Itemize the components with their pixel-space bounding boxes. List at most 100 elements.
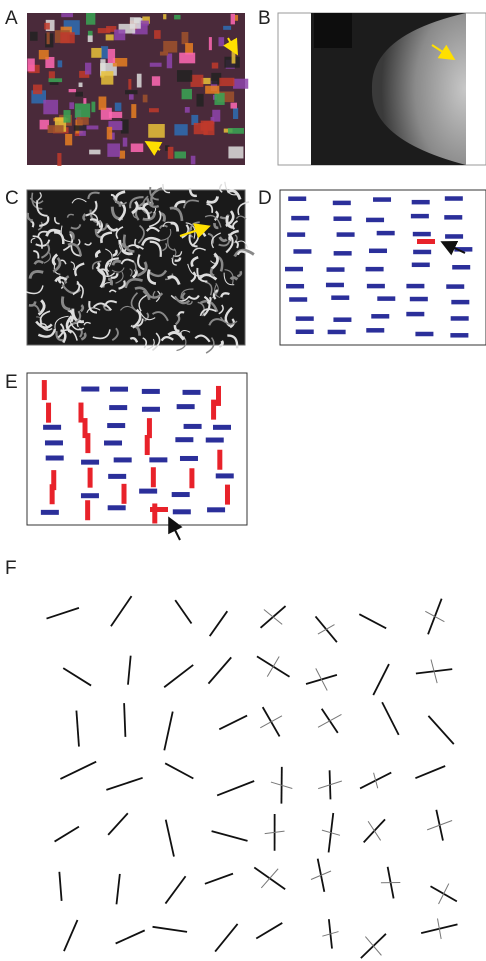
- cross-segment: [438, 883, 450, 905]
- texture-stroke: [108, 289, 117, 293]
- distractor-bar: [444, 215, 463, 220]
- texture-stroke: [148, 210, 162, 228]
- texture-stroke: [214, 283, 221, 299]
- scene-object: [49, 81, 59, 85]
- texture-stroke: [152, 332, 161, 352]
- texture-stroke: [26, 285, 44, 295]
- line-segment: [63, 919, 79, 952]
- texture-stroke: [61, 284, 82, 294]
- scene-object: [65, 133, 73, 146]
- distractor-bar: [336, 232, 355, 237]
- scene-object: [101, 71, 114, 85]
- scene-object: [151, 76, 161, 86]
- target-arrow: [440, 240, 466, 256]
- distractor-bar: [291, 215, 310, 221]
- texture-stroke: [72, 280, 81, 296]
- texture-stroke: [132, 308, 142, 329]
- distractor-bar: [406, 311, 425, 317]
- texture-stroke: [203, 295, 211, 317]
- texture-stroke: [225, 233, 234, 254]
- texture-stroke: [92, 302, 113, 311]
- scene-object: [60, 26, 72, 34]
- texture-stroke: [206, 203, 214, 213]
- distractor-bar: [108, 473, 127, 479]
- cross-segment: [364, 936, 382, 956]
- texture-stroke: [106, 224, 119, 232]
- texture-stroke: [233, 248, 255, 258]
- texture-stroke: [167, 331, 185, 341]
- texture-stroke: [35, 320, 53, 329]
- distractor-bar: [285, 266, 304, 272]
- texture-stroke: [134, 238, 140, 249]
- scene-object: [89, 149, 101, 155]
- texture-stroke: [92, 329, 111, 340]
- line-segment: [415, 765, 446, 780]
- line-segment: [152, 925, 188, 933]
- texture-stroke: [95, 261, 101, 270]
- distractor-bar: [289, 297, 308, 302]
- line-segment: [115, 929, 146, 945]
- scene-object: [45, 19, 55, 32]
- scene-object: [167, 146, 174, 159]
- texture-stroke: [115, 226, 124, 240]
- scene-object: [75, 91, 84, 97]
- scene-object: [230, 102, 237, 109]
- texture-stroke: [104, 257, 119, 272]
- line-segment: [427, 715, 455, 745]
- distractor-bar: [366, 328, 385, 333]
- distractor-bar: [412, 231, 431, 237]
- distractor-bar: [333, 216, 352, 221]
- scene-object: [57, 60, 63, 68]
- texture-stroke: [54, 231, 65, 245]
- distractor-bar: [331, 295, 350, 300]
- cross-segment: [373, 772, 379, 789]
- scene-object: [163, 40, 178, 53]
- scene-object: [149, 62, 162, 67]
- line-segment: [54, 825, 80, 843]
- texture-stroke: [37, 191, 42, 201]
- distractor-bar: [295, 329, 314, 335]
- target-arrow: [431, 44, 456, 61]
- scene-object: [125, 90, 138, 95]
- texture-stroke: [54, 276, 68, 283]
- scene-object: [142, 16, 150, 24]
- distractor-bar: [366, 217, 385, 223]
- line-segment: [381, 701, 400, 736]
- distractor-bar: [411, 199, 430, 205]
- scene-object: [87, 30, 93, 36]
- texture-stroke: [218, 340, 224, 348]
- texture-stroke: [161, 242, 168, 252]
- scene-object: [159, 51, 168, 56]
- texture-stroke: [144, 312, 150, 322]
- texture-stroke: [40, 243, 51, 259]
- scene-object: [105, 34, 114, 41]
- texture-stroke: [204, 281, 213, 296]
- texture-stroke: [191, 247, 206, 254]
- texture-stroke: [219, 183, 223, 193]
- distractor-bar: [85, 500, 91, 521]
- distractor-bar: [326, 267, 345, 272]
- distractor-bar: [411, 262, 430, 268]
- texture-stroke: [146, 197, 160, 209]
- scene-object: [129, 93, 134, 100]
- line-segment: [60, 760, 97, 780]
- scene-object: [108, 111, 123, 118]
- texture-stroke: [151, 311, 169, 322]
- texture-stroke: [137, 224, 145, 244]
- texture-stroke: [129, 196, 144, 209]
- texture-stroke: [142, 337, 148, 349]
- texture-stroke: [54, 315, 69, 331]
- scene-object: [100, 46, 109, 59]
- scene-object: [174, 124, 188, 136]
- cross-segment: [260, 868, 279, 889]
- texture-stroke: [137, 254, 146, 271]
- distractor-bar: [373, 197, 392, 202]
- distractor-bar: [366, 283, 385, 289]
- texture-stroke: [170, 294, 190, 302]
- line-segment: [164, 819, 175, 857]
- texture-stroke: [117, 201, 127, 222]
- texture-stroke: [84, 242, 92, 246]
- texture-stroke: [188, 234, 198, 248]
- scene-object: [233, 107, 239, 119]
- texture-stroke: [213, 223, 219, 230]
